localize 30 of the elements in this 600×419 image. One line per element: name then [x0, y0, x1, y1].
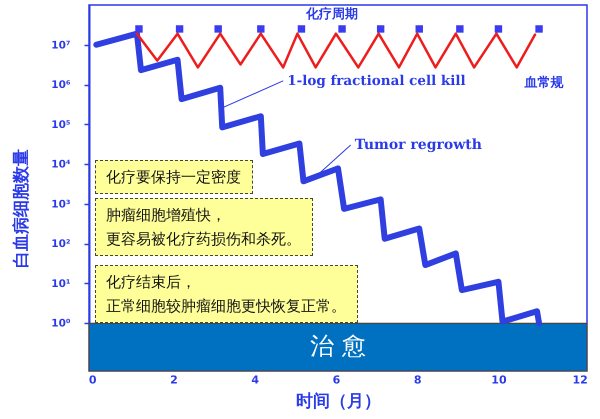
annotation: 肿瘤细胞增殖快，: [106, 205, 227, 226]
y-tick-label: 10²: [51, 238, 71, 250]
y-tick-label: 10⁵: [51, 118, 71, 131]
annotation: 正常细胞较肿瘤细胞更快恢复正常。: [106, 296, 346, 317]
series-label: 血常规: [524, 76, 565, 91]
x-tick-label: 6: [332, 374, 341, 386]
band-label: 治 愈: [310, 332, 366, 360]
y-axis-title: 白血病细胞数量: [12, 149, 32, 268]
x-tick-label: 2: [170, 374, 178, 386]
annotation: 更容易被化疗药损伤和杀死。: [106, 229, 301, 250]
x-tick-label: 8: [414, 374, 422, 386]
y-tick-label: 10⁴: [51, 158, 71, 171]
note-box: 化疗结束后， 正常细胞较肿瘤细胞更快恢复正常。: [95, 265, 358, 323]
y-tick-label: 10⁶: [51, 79, 71, 92]
x-tick-label: 12: [572, 374, 588, 386]
annotation: 化疗结束后，: [106, 272, 197, 293]
note-box: 肿瘤细胞增殖快， 更容易被化疗药损伤和杀死。: [95, 198, 313, 256]
y-tick-label: 10¹: [51, 278, 71, 290]
x-tick-label: 0: [88, 374, 97, 386]
annotation: 1-log fractional cell kill: [287, 72, 466, 89]
annotation: 化疗要保持一定密度: [106, 167, 241, 188]
x-tick-label: 4: [251, 374, 260, 386]
y-tick-label: 10⁰: [51, 318, 71, 330]
series-label: 化疗周期: [305, 6, 358, 22]
note-box: 化疗要保持一定密度: [95, 160, 253, 194]
x-tick-label: 10: [491, 374, 507, 386]
y-tick-label: 10⁷: [51, 39, 70, 52]
y-tick-label: 10³: [51, 198, 71, 210]
annotation: Tumor regrowth: [354, 136, 482, 153]
x-axis-title: 时间（月）: [296, 392, 381, 412]
